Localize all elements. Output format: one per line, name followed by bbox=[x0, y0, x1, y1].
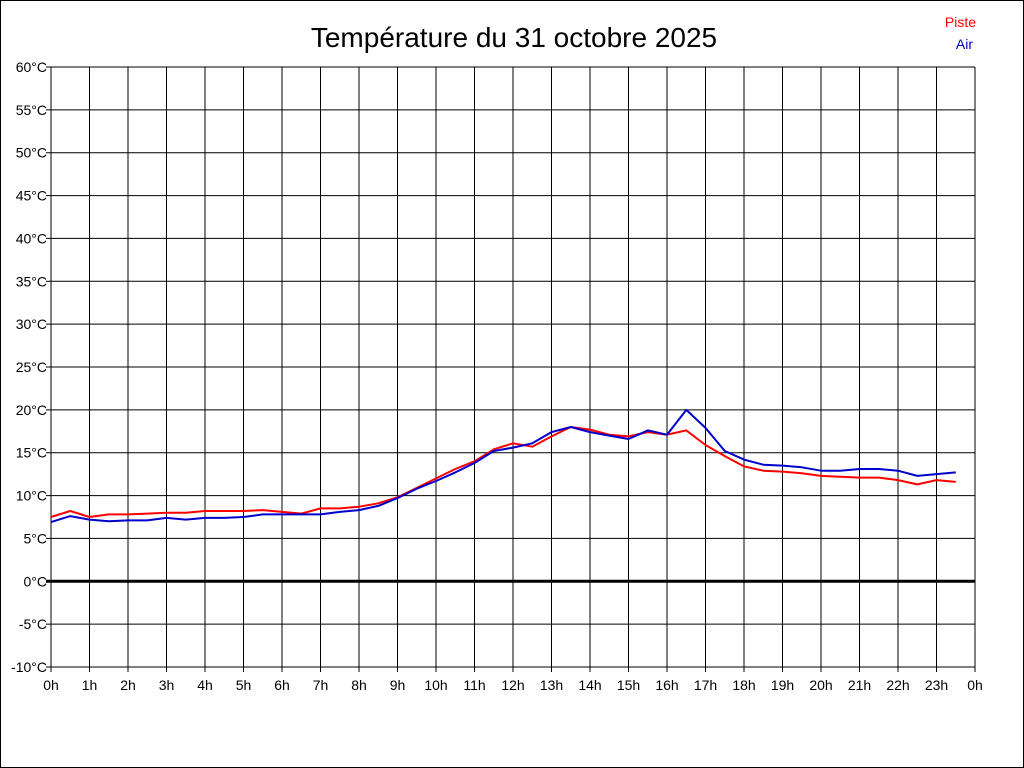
x-tick-label: 5h bbox=[236, 677, 252, 693]
x-tick-label: 4h bbox=[197, 677, 213, 693]
x-tick-label: 0h bbox=[967, 677, 983, 693]
x-tick-label: 6h bbox=[274, 677, 290, 693]
y-tick-label: 10°C bbox=[16, 488, 47, 504]
y-tick-label: -5°C bbox=[19, 616, 47, 632]
x-tick-label: 21h bbox=[848, 677, 871, 693]
x-axis-ticks: 0h 1h 2h 3h 4h 5h 6h 7h 8h 9h 10h 11h 12h 13h 14h 15h 16… bbox=[43, 677, 983, 693]
chart-title: Température du 31 octobre 2025 bbox=[311, 22, 717, 53]
x-tick-label: 14h bbox=[578, 677, 601, 693]
legend-air: Air bbox=[956, 36, 973, 52]
y-tick-label: -10°C bbox=[11, 659, 47, 675]
y-tick-label: 60°C bbox=[16, 59, 47, 75]
x-tick-label: 15h bbox=[617, 677, 640, 693]
x-tick-label: 16h bbox=[655, 677, 678, 693]
x-tick-label: 0h bbox=[43, 677, 59, 693]
x-tick-label: 1h bbox=[82, 677, 98, 693]
series-line-air bbox=[50, 408, 956, 524]
x-tick-label: 11h bbox=[463, 677, 485, 693]
y-tick-label: 50°C bbox=[16, 145, 47, 161]
y-tick-label: 20°C bbox=[16, 402, 47, 418]
y-tick-label: 5°C bbox=[24, 530, 48, 546]
x-tick-label: 10h bbox=[424, 677, 447, 693]
x-tick-label: 20h bbox=[809, 677, 832, 693]
x-tick-label: 13h bbox=[540, 677, 563, 693]
y-tick-label: 55°C bbox=[16, 102, 47, 118]
x-tick-label: 12h bbox=[501, 677, 524, 693]
x-tick-label: 17h bbox=[694, 677, 717, 693]
x-tick-label: 3h bbox=[159, 677, 175, 693]
x-tick-label: 18h bbox=[732, 677, 755, 693]
x-tick-label: 7h bbox=[313, 677, 329, 693]
x-tick-label: 23h bbox=[925, 677, 948, 693]
y-tick-label: 15°C bbox=[16, 445, 47, 461]
x-tick-label: 2h bbox=[120, 677, 136, 693]
y-tick-label: 45°C bbox=[16, 188, 47, 204]
legend-piste: Piste bbox=[945, 14, 976, 30]
x-tick-label: 8h bbox=[351, 677, 367, 693]
series-line-piste bbox=[50, 426, 956, 518]
x-tick-label: 9h bbox=[390, 677, 406, 693]
x-tick-label: 19h bbox=[771, 677, 794, 693]
grid bbox=[46, 66, 976, 672]
series-lines bbox=[50, 408, 956, 524]
y-tick-label: 30°C bbox=[16, 316, 47, 332]
x-tick-label: 22h bbox=[886, 677, 909, 693]
y-axis-ticks: 60°C 55°C 50°C 45°C 40°C 35°C 30°C 25°C 20°C 15°C… bbox=[11, 59, 47, 675]
y-tick-label: 35°C bbox=[16, 273, 47, 289]
y-tick-label: 40°C bbox=[16, 230, 47, 246]
y-tick-label: 25°C bbox=[16, 359, 47, 375]
y-tick-label: 0°C bbox=[24, 573, 48, 589]
